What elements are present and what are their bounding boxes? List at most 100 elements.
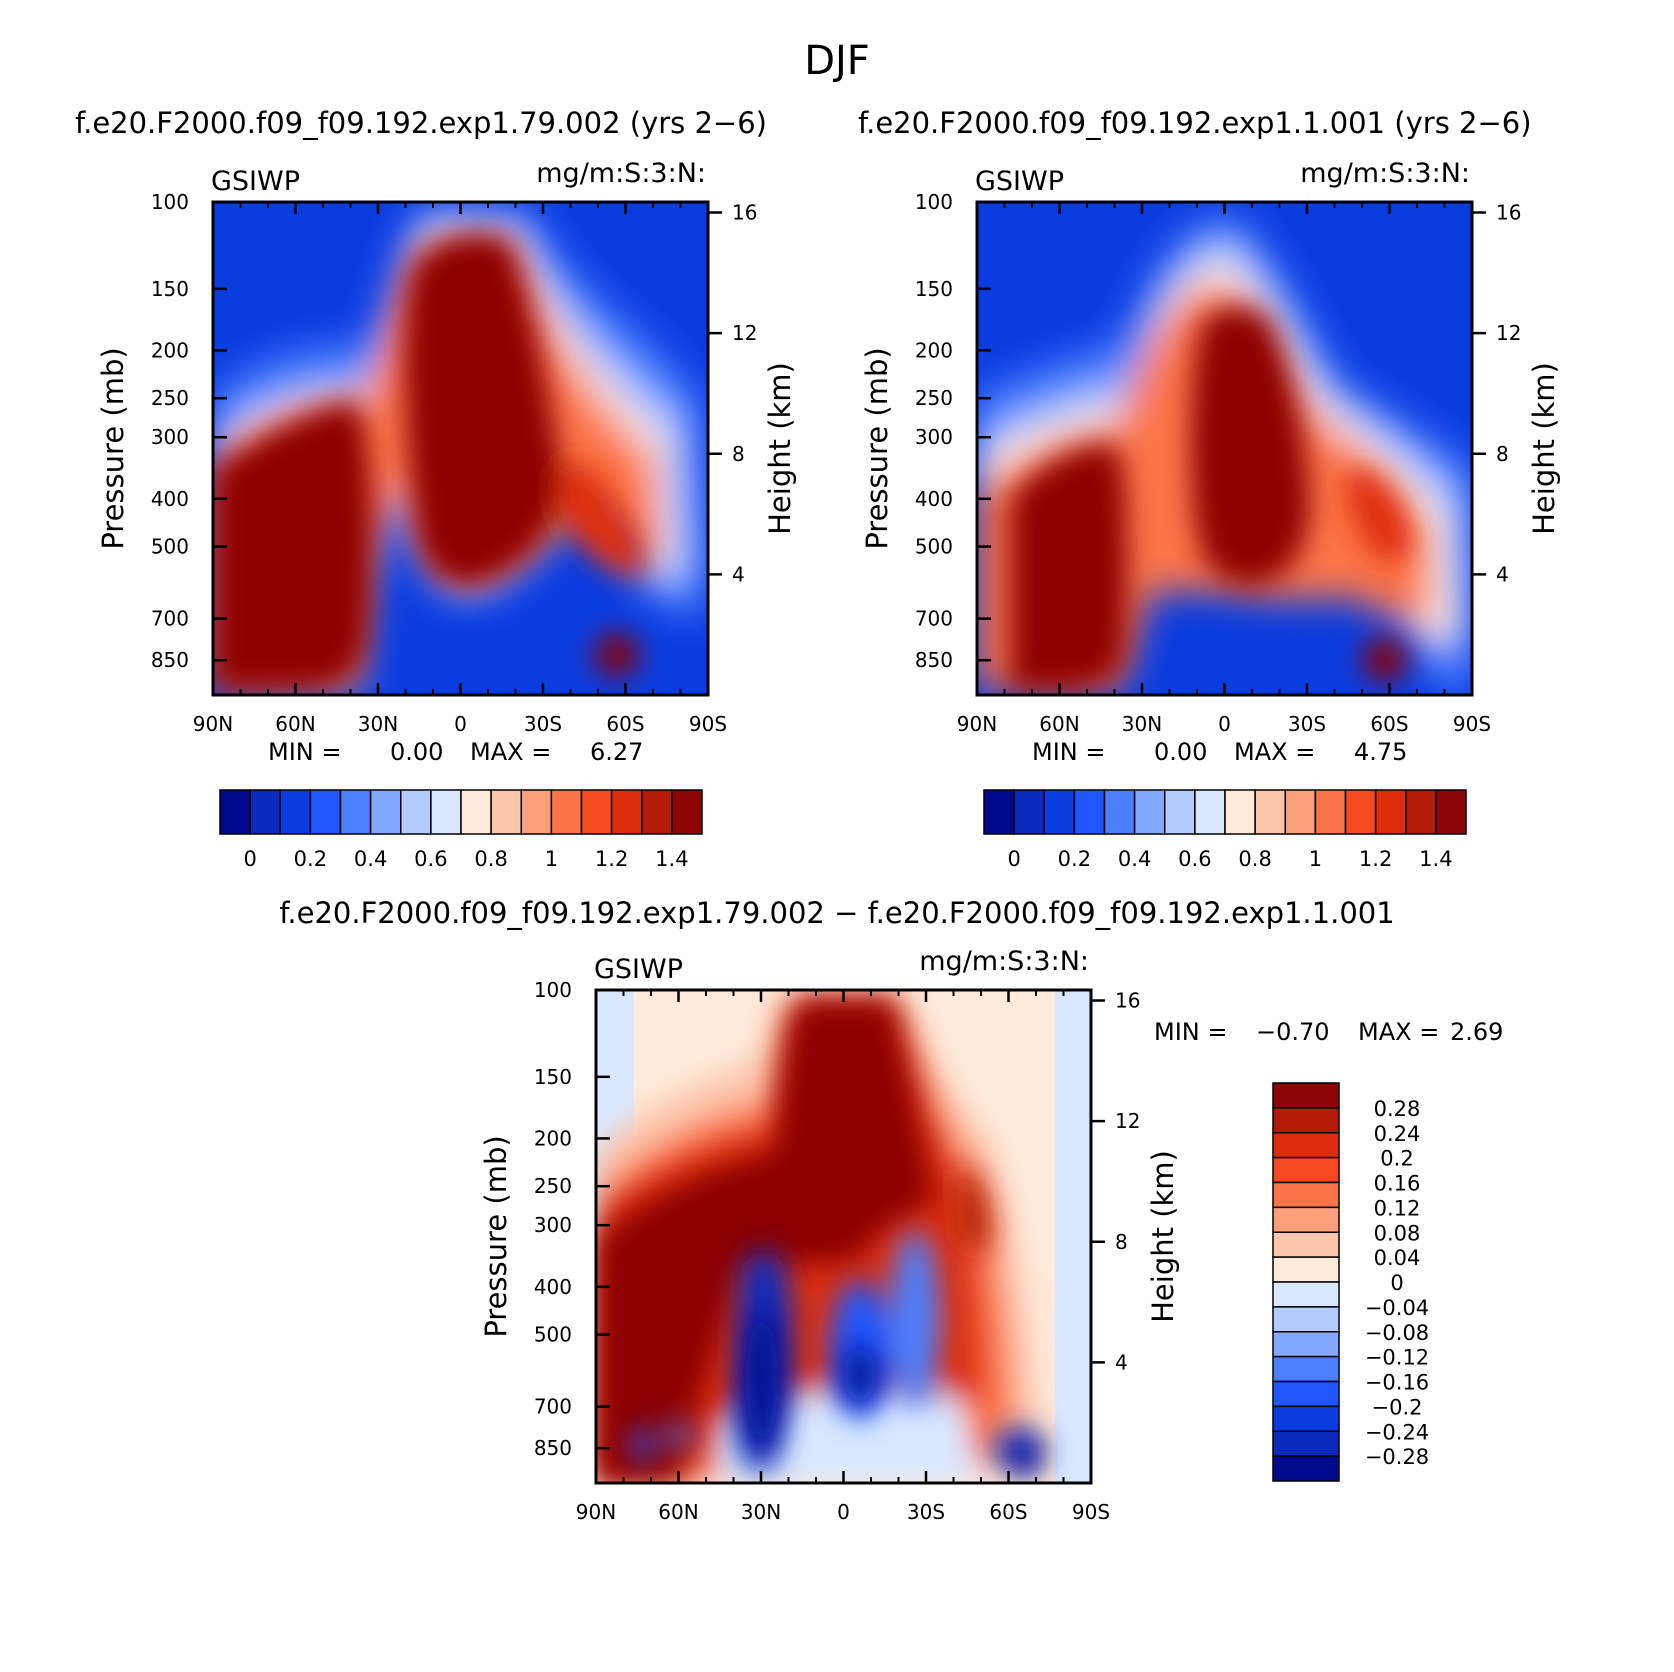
top-left-x-tick-label: 30S [524,712,562,736]
top-right-colorbar-label: 1.2 [1359,847,1392,871]
top-right-colorbar-label: 0 [1007,847,1020,871]
bottom-y2-axis-label: Height (km) [1146,1150,1180,1323]
bottom-y-tick-label: 250 [534,1174,572,1198]
bottom-colorbar-box [1272,1132,1340,1159]
top-left-colorbar-label: 0.2 [294,847,327,871]
top-right-colorbar-box [1103,789,1136,835]
bottom-y-axis-label: Pressure (mb) [479,1135,513,1337]
top-left-colorbar-label: 1.4 [655,847,688,871]
top-right-colorbar: 0 0.2 0.4 0.6 0.8 1 1.2 1.4 [983,789,1467,871]
bottom-y2-tick-label: 4 [1115,1350,1128,1374]
bottom-y-tick-label: 500 [534,1323,572,1347]
top-left-y2-axis-label: Height (km) [763,362,797,535]
bottom-min-value: −0.70 [1256,1018,1330,1046]
top-left-max-value: 6.27 [590,738,643,766]
top-right-blob-right [1345,468,1411,562]
top-left-y-axis-label: Pressure (mb) [96,347,130,549]
bottom-y-tick-label: 200 [534,1126,572,1150]
top-left-y2-tick-label: 12 [732,321,757,345]
top-left-x-tick-label: 0 [454,712,467,736]
top-right-y-tick-label: 700 [915,607,953,631]
top-right-colorbar-box [1374,789,1407,835]
top-right-variable-label: GSIWP [975,166,1064,197]
bottom-blob-blue-mid2 [890,1230,940,1410]
bottom-x-tick-label: 30N [741,1500,781,1524]
top-left-blob-top [404,233,561,586]
top-right-y-tick-label: 400 [915,487,953,511]
top-left-axes: GSIWP mg/m:S:3:N: 90N 60N 30N 0 30S 60S 90S 100 15… [96,158,797,766]
figure-title: DJF [804,38,870,84]
top-left-colorbar-box [369,789,402,835]
top-left-colorbar-box [520,789,553,835]
bottom-colorbar-label: −0.2 [1372,1395,1423,1419]
bottom-colorbar-box [1272,1082,1340,1109]
top-right-colorbar-box [1133,789,1166,835]
top-left-colorbar-box [671,789,703,835]
top-left-min-label: MIN = [268,738,341,766]
bottom-colorbar-label: 0.12 [1374,1196,1421,1220]
top-left-y-tick-label: 850 [151,648,189,672]
top-left-blob-left [213,400,373,690]
top-left-x-tick-label: 60S [606,712,644,736]
top-left-colorbar-label: 0.6 [414,847,447,871]
top-right-y-tick-label: 100 [915,190,953,214]
bottom-colorbar-label: 0.08 [1374,1221,1421,1245]
bottom-colorbar-box [1272,1156,1340,1184]
top-left-x-tick-label: 30N [358,712,398,736]
bottom-colorbar-box [1272,1455,1340,1482]
bottom-y-tick-label: 400 [534,1275,572,1299]
top-left-heatmap-field [213,202,708,695]
top-right-x-tick-label: 90S [1453,712,1491,736]
bottom-units-label: mg/m:S:3:N: [919,946,1089,977]
top-right-max-value: 4.75 [1354,738,1407,766]
bottom-y-tick-label: 150 [534,1065,572,1089]
top-right-colorbar-box [1435,789,1467,835]
top-left-colorbar-box [309,789,342,835]
top-right-blob-top [1190,306,1310,585]
bottom-y2-tick-label: 16 [1115,989,1140,1013]
top-right-min-label: MIN = [1032,738,1105,766]
top-left-colorbar-box [641,789,673,835]
bottom-panel-title: f.e20.F2000.f09_f09.192.exp1.79.002 − f.… [279,896,1395,930]
top-left-variable-label: GSIWP [211,166,300,197]
bottom-blob-main [596,1000,935,1483]
top-right-colorbar-box [1194,789,1226,835]
top-right-y2-axis-label: Height (km) [1527,362,1561,535]
top-right-y2-tick-label: 16 [1496,201,1521,225]
top-left-colorbar-box [490,789,522,835]
top-left-y-tick-label: 400 [151,487,189,511]
top-right-y2-tick-label: 4 [1496,562,1509,586]
top-right-y-tick-label: 300 [915,425,953,449]
bottom-y-tick-label: 850 [534,1436,572,1460]
top-left-y-tick-label: 150 [151,277,189,301]
top-left-colorbar-box [580,789,613,835]
top-right-colorbar-label: 0.6 [1178,847,1211,871]
bottom-axes: GSIWP mg/m:S:3:N: 90N 60N 30N 0 30S 60S 90S 100 15… [479,946,1503,1524]
top-right-colorbar-label: 0.8 [1238,847,1271,871]
bottom-blob-blue-small1 [633,1427,653,1463]
top-left-y2-tick-label: 4 [732,562,745,586]
top-left-y-tick-label: 500 [151,535,189,559]
top-right-x-tick-label: 90N [957,712,997,736]
bottom-y-tick-label: 700 [534,1395,572,1419]
top-right-y-tick-label: 500 [915,535,953,559]
bottom-colorbar-label: 0.04 [1374,1246,1421,1270]
top-left-panel-title: f.e20.F2000.f09_f09.192.exp1.79.002 (yrs… [75,106,767,140]
top-right-colorbar-label: 0.2 [1058,847,1091,871]
top-left-y-tick-label: 300 [151,425,189,449]
bottom-colorbar-label: 0.24 [1374,1122,1421,1146]
top-left-colorbar-box [460,789,492,835]
bottom-colorbar-box [1272,1107,1340,1134]
top-left-units-label: mg/m:S:3:N: [536,158,706,189]
top-right-colorbar-box [1284,789,1317,835]
top-left-colorbar-box [400,789,432,835]
top-left-colorbar-label: 1.2 [595,847,628,871]
top-right-panel-title: f.e20.F2000.f09_f09.192.exp1.1.001 (yrs … [858,106,1532,140]
top-right-blob-left [1010,444,1128,690]
top-left-colorbar-label: 0 [243,847,256,871]
bottom-colorbar-box [1272,1430,1340,1457]
bottom-colorbar-label: −0.24 [1365,1420,1429,1444]
bottom-x-tick-label: 30S [907,1500,945,1524]
bottom-blob-right [955,1169,990,1253]
bottom-core-blue-left [746,1310,778,1450]
